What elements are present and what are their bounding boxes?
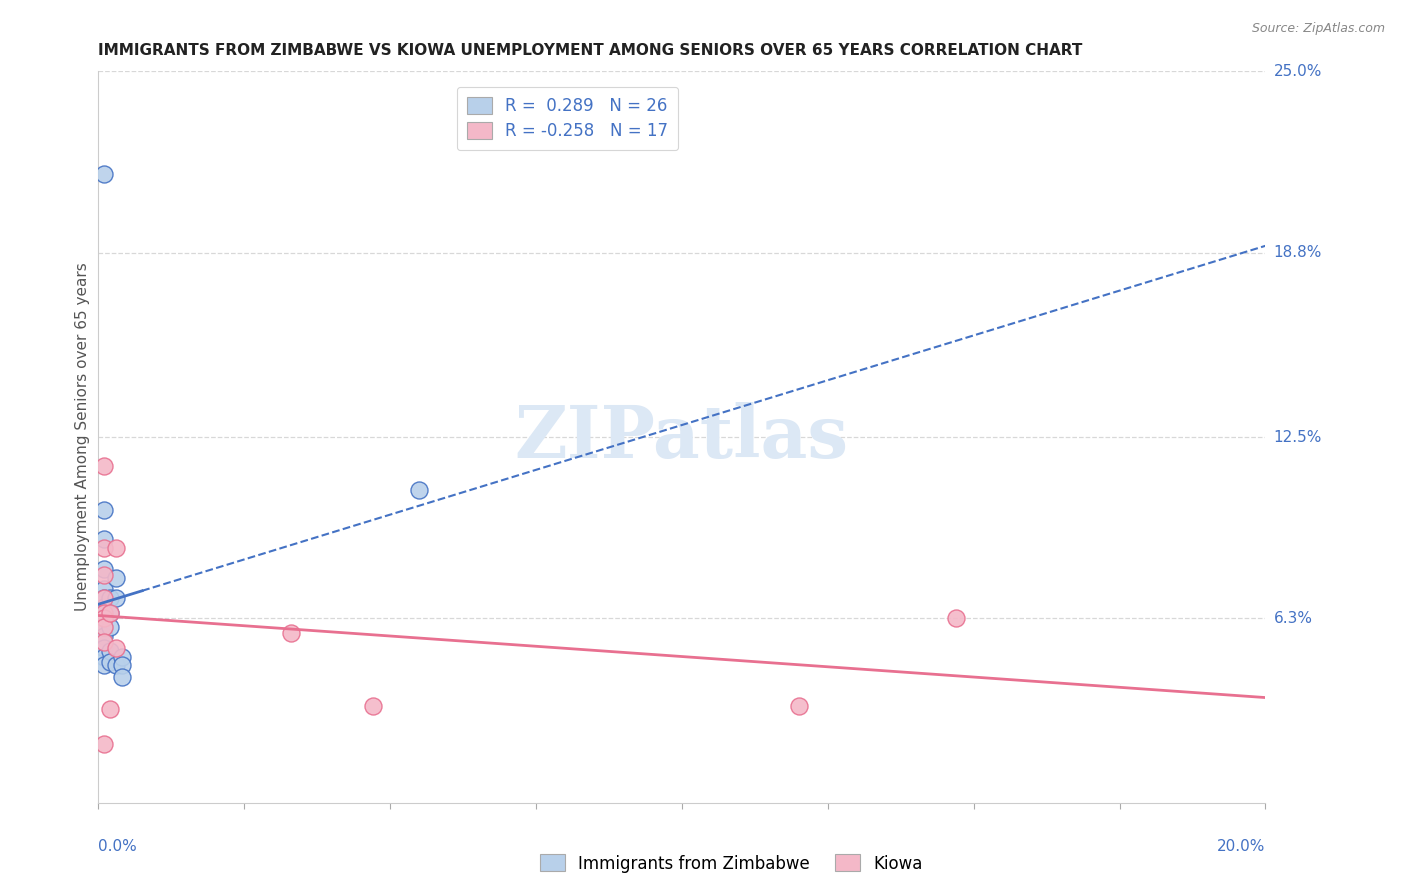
Point bbox=[98, 606, 121, 620]
Point bbox=[104, 658, 127, 673]
Text: 12.5%: 12.5% bbox=[1274, 430, 1322, 444]
Point bbox=[93, 649, 115, 664]
Text: Source: ZipAtlas.com: Source: ZipAtlas.com bbox=[1251, 22, 1385, 36]
Point bbox=[93, 562, 115, 576]
Legend: R =  0.289   N = 26, R = -0.258   N = 17: R = 0.289 N = 26, R = -0.258 N = 17 bbox=[457, 87, 678, 150]
Point bbox=[111, 649, 134, 664]
Point bbox=[93, 620, 115, 634]
Point bbox=[98, 606, 121, 620]
Y-axis label: Unemployment Among Seniors over 65 years: Unemployment Among Seniors over 65 years bbox=[75, 263, 90, 611]
Point bbox=[361, 699, 384, 714]
Point bbox=[93, 167, 115, 181]
Point bbox=[408, 483, 430, 497]
Point bbox=[280, 626, 302, 640]
Text: 20.0%: 20.0% bbox=[1218, 839, 1265, 855]
Point bbox=[93, 582, 115, 597]
Point bbox=[93, 620, 115, 634]
Text: 0.0%: 0.0% bbox=[98, 839, 138, 855]
Point bbox=[93, 606, 115, 620]
Point bbox=[98, 643, 121, 657]
Point bbox=[111, 658, 134, 673]
Point bbox=[98, 656, 121, 670]
Point bbox=[93, 533, 115, 547]
Point bbox=[93, 591, 115, 605]
Point bbox=[93, 567, 115, 582]
Text: 25.0%: 25.0% bbox=[1274, 64, 1322, 78]
Point bbox=[93, 640, 115, 655]
Point bbox=[93, 635, 115, 649]
Point bbox=[93, 503, 115, 517]
Point bbox=[104, 541, 127, 556]
Point bbox=[98, 620, 121, 634]
Point bbox=[93, 629, 115, 643]
Text: ZIPatlas: ZIPatlas bbox=[515, 401, 849, 473]
Point bbox=[93, 658, 115, 673]
Point bbox=[93, 599, 115, 614]
Point bbox=[104, 591, 127, 605]
Point bbox=[93, 611, 115, 625]
Point bbox=[93, 591, 115, 605]
Text: IMMIGRANTS FROM ZIMBABWE VS KIOWA UNEMPLOYMENT AMONG SENIORS OVER 65 YEARS CORRE: IMMIGRANTS FROM ZIMBABWE VS KIOWA UNEMPL… bbox=[98, 43, 1083, 58]
Point bbox=[98, 702, 121, 716]
Point bbox=[93, 541, 115, 556]
Point bbox=[787, 699, 810, 714]
Point bbox=[104, 570, 127, 584]
Point bbox=[98, 591, 121, 605]
Point bbox=[93, 611, 115, 625]
Point bbox=[93, 737, 115, 751]
Point bbox=[93, 459, 115, 474]
Point bbox=[93, 606, 115, 620]
Text: 6.3%: 6.3% bbox=[1274, 611, 1313, 626]
Point bbox=[104, 640, 127, 655]
Point bbox=[945, 611, 967, 625]
Point bbox=[111, 670, 134, 684]
Text: 18.8%: 18.8% bbox=[1274, 245, 1322, 260]
Legend: Immigrants from Zimbabwe, Kiowa: Immigrants from Zimbabwe, Kiowa bbox=[533, 847, 929, 880]
